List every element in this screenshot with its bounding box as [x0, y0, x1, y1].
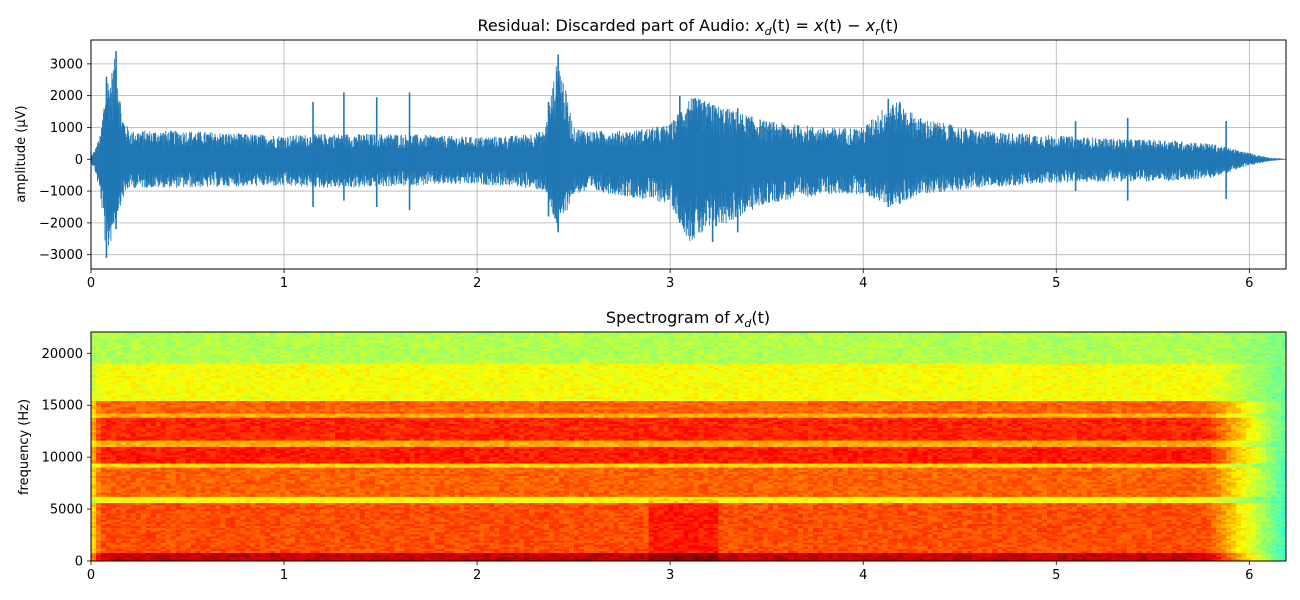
spectrogram-plot: Spectrogram of xd(t) 0 1 2 3 4 5 6050001000015…: [17, 308, 1286, 583]
x-tick-label: 1: [280, 276, 288, 291]
waveform-series: [91, 51, 1286, 258]
x-tick-label: 4: [859, 276, 867, 291]
waveform-ylabel: amplitude (µV): [14, 105, 29, 202]
waveform-title: Residual: Discarded part of Audio: xd(t)…: [477, 16, 898, 38]
y-tick-label: −3000: [39, 248, 83, 263]
y-tick-label: −1000: [39, 185, 83, 200]
x-tick-label: 3: [666, 276, 674, 291]
y-tick-label: 0: [75, 153, 83, 168]
y-tick-label: 3000: [50, 57, 83, 72]
y-tick-label: −2000: [39, 216, 83, 231]
x-tick-label: 6: [1245, 276, 1253, 291]
x-tick-label: 0: [87, 276, 95, 291]
y-tick-label: 2000: [50, 89, 83, 104]
spectrogram-image: [91, 332, 1286, 561]
x-tick-label: 5: [1052, 276, 1060, 291]
y-tick-label: 1000: [50, 121, 83, 136]
spectrogram-title: Spectrogram of xd(t): [606, 308, 770, 330]
x-tick-label: 2: [473, 276, 481, 291]
waveform-plot: Residual: Discarded part of Audio: xd(t)…: [14, 16, 1286, 291]
